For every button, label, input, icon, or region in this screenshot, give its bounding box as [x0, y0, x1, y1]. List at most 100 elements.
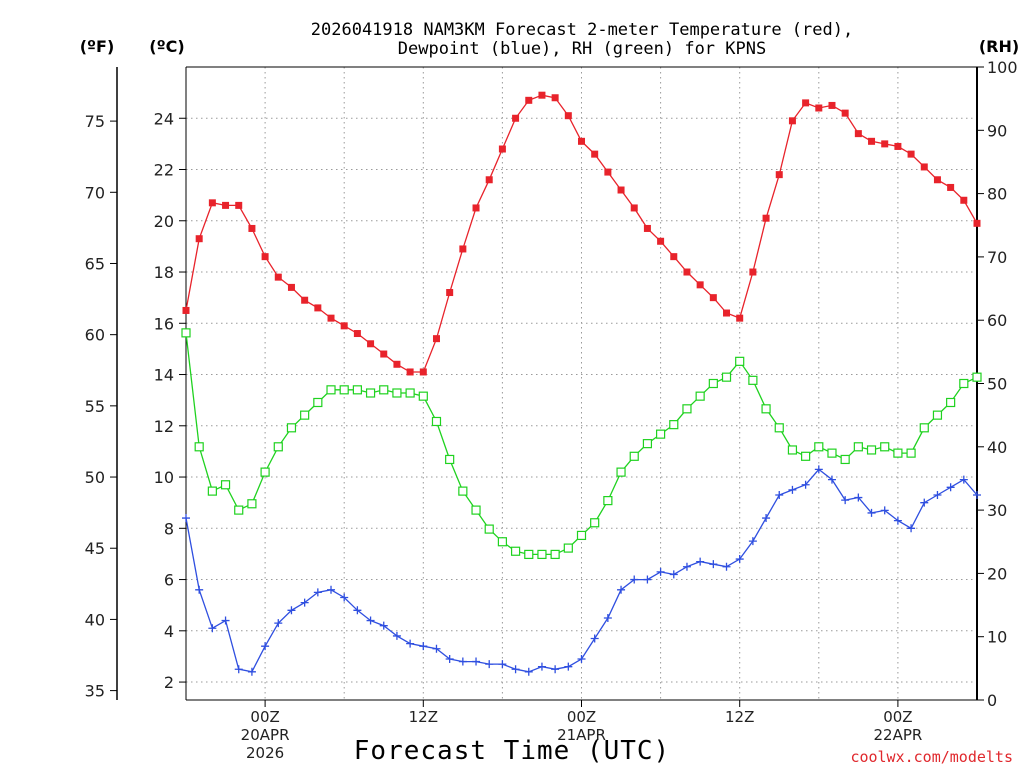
- celsius-tick-label: 8: [164, 519, 174, 538]
- dewpoint-point: [630, 575, 639, 584]
- chart-title-line1: 2026041918 NAM3KM Forecast 2-meter Tempe…: [311, 20, 853, 40]
- rh-point: [524, 549, 534, 560]
- 2-meter-temperature-point: [868, 137, 876, 145]
- rh-point: [972, 372, 982, 382]
- rh-point: [339, 385, 349, 395]
- dewpoint-point: [590, 634, 599, 643]
- rh-point: [682, 404, 692, 414]
- 2-meter-temperature-point: [274, 273, 282, 281]
- dewpoint-point: [814, 465, 823, 474]
- dewpoint-point: [907, 524, 916, 533]
- celsius-tick-label: 20: [154, 212, 174, 231]
- x-tick-label: 21APR: [557, 726, 606, 744]
- x-tick-label: 12Z: [725, 708, 754, 726]
- axes: 2468101214161820222435404550556065707501…: [85, 58, 1018, 710]
- dewpoint-point: [340, 593, 349, 602]
- dewpoint-point: [182, 514, 190, 523]
- celsius-tick-label: 4: [164, 622, 174, 641]
- dewpoint-point: [801, 480, 810, 489]
- dewpoint-point: [195, 585, 204, 594]
- 2-meter-temperature-point: [670, 253, 678, 261]
- rh-point: [655, 429, 666, 439]
- 2-meter-temperature-point: [432, 335, 440, 343]
- rh-tick-label: 70: [987, 248, 1007, 267]
- rh-point: [695, 391, 705, 401]
- x-tick-label: 20APR: [241, 726, 290, 744]
- celsius-tick-label: 24: [154, 109, 174, 128]
- 2-meter-temperature-point: [973, 219, 981, 227]
- grid-lines: [186, 67, 977, 700]
- 2-meter-temperature-point: [538, 91, 546, 99]
- dewpoint-point: [867, 508, 876, 517]
- 2-meter-temperature-point: [920, 163, 928, 171]
- dewpoint-point: [327, 585, 336, 594]
- rh-point: [946, 397, 956, 408]
- celsius-tick-label: 12: [154, 417, 174, 436]
- rh-point: [418, 391, 428, 401]
- rh-tick-label: 90: [987, 121, 1007, 140]
- 2-meter-temperature-point: [749, 268, 757, 276]
- rh-tick-label: 30: [987, 501, 1007, 520]
- dewpoint-point: [933, 490, 942, 499]
- dewpoint-point: [735, 555, 744, 564]
- 2-meter-temperature-point: [841, 109, 849, 117]
- dewpoint-point: [208, 624, 217, 633]
- 2-meter-temperature-point: [446, 289, 454, 297]
- rh-point: [827, 448, 837, 458]
- dewpoint-point: [485, 660, 494, 669]
- dewpoint-point: [551, 665, 560, 674]
- dewpoint-point: [893, 516, 902, 525]
- dewpoint-point: [748, 537, 757, 546]
- fahrenheit-tick-label: 35: [85, 682, 105, 701]
- celsius-tick-label: 2: [164, 673, 174, 692]
- rh-point: [576, 530, 587, 541]
- 2-meter-temperature-point: [657, 237, 665, 245]
- dewpoint-point: [709, 560, 718, 569]
- dewpoint-point: [221, 616, 230, 625]
- rh-point: [234, 505, 244, 515]
- dewpoint-point: [313, 588, 322, 597]
- 2-meter-temperature-point: [802, 99, 810, 107]
- 2-meter-temperature-point: [485, 176, 493, 184]
- celsius-tick-label: 10: [154, 468, 174, 487]
- 2-meter-temperature-point: [775, 171, 783, 179]
- rh-point: [590, 518, 600, 528]
- rh-point: [313, 397, 323, 408]
- rh-point: [484, 524, 494, 534]
- rh-tick-label: 20: [987, 564, 1007, 583]
- celsius-unit-label: (ºC): [149, 37, 184, 56]
- rh-unit-label: (RH): [979, 37, 1019, 56]
- 2-meter-temperature-point: [512, 114, 520, 122]
- 2-meter-temperature-point: [709, 294, 717, 302]
- 2-meter-temperature-point: [235, 201, 243, 209]
- rh-point: [405, 388, 415, 398]
- rh-point: [445, 454, 455, 465]
- 2-meter-temperature-point: [367, 340, 375, 348]
- rh-point: [629, 451, 639, 461]
- dewpoint-point: [920, 498, 929, 507]
- rh-point: [220, 480, 231, 490]
- rh-point: [326, 385, 336, 395]
- dewpoint-point: [261, 642, 270, 651]
- rh-point: [300, 410, 310, 420]
- 2-meter-temperature-point: [248, 224, 256, 232]
- 2-meter-temperature-point: [393, 360, 401, 368]
- dewpoint-point: [762, 514, 771, 523]
- 2-meter-temperature-point: [788, 117, 796, 125]
- rh-point: [181, 328, 191, 338]
- celsius-tick-label: 18: [154, 263, 174, 282]
- rh-point: [853, 442, 863, 452]
- rh-point: [748, 375, 758, 385]
- dewpoint-point: [419, 642, 428, 651]
- rh-point: [959, 378, 969, 389]
- rh-point: [787, 445, 798, 455]
- rh-point: [207, 486, 217, 496]
- 2-meter-temperature-point: [287, 283, 295, 291]
- rh-point: [774, 423, 784, 433]
- fahrenheit-tick-label: 75: [85, 112, 105, 131]
- rh-tick-label: 40: [987, 438, 1007, 457]
- dewpoint-point: [300, 598, 309, 607]
- fahrenheit-tick-label: 40: [85, 610, 105, 629]
